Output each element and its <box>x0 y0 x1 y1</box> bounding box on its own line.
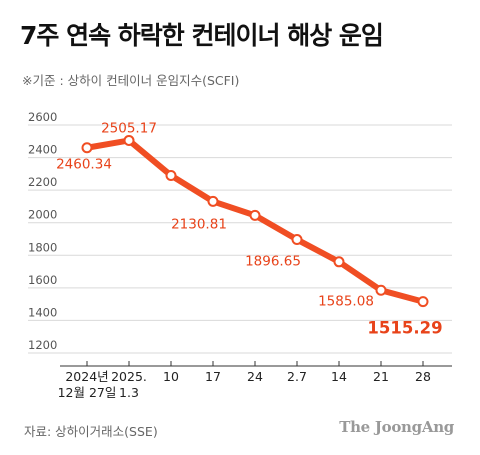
data-labels: 2460.34 2505.17 2130.81 1896.65 1585.08 1515.… <box>56 120 442 337</box>
x-tick-label: 21 <box>373 369 389 384</box>
grid-lines <box>28 124 452 354</box>
brand-logo: The JoongAng <box>339 418 454 436</box>
data-label: 2460.34 <box>56 157 112 173</box>
x-tick-label: 2024년 <box>65 369 108 384</box>
x-tick-label: 24 <box>247 369 263 384</box>
data-point <box>249 209 261 221</box>
y-tick-label: 1600 <box>28 273 57 287</box>
x-tick-label: 12월 27일 <box>58 385 117 400</box>
source-note: 자료: 상하이거래소(SSE) <box>24 424 158 439</box>
x-tick-label: 28 <box>415 369 431 384</box>
x-tick-label: 1.3 <box>119 385 139 400</box>
data-label: 1585.08 <box>318 293 374 309</box>
line-chart: 2600 2400 2200 2000 1800 1600 1400 1200 2460.34… <box>28 110 452 400</box>
series-polyline <box>84 137 426 305</box>
data-point <box>81 142 93 154</box>
y-tick-label: 2000 <box>28 208 57 222</box>
data-label: 1515.29 <box>367 319 442 338</box>
y-axis-ticks: 2600 2400 2200 2000 1800 1600 1400 1200 <box>28 110 57 352</box>
data-point <box>165 169 177 181</box>
x-tick-label: 17 <box>205 369 221 384</box>
series-line <box>84 137 426 305</box>
data-point <box>291 234 303 246</box>
data-point <box>333 256 345 268</box>
data-label: 2505.17 <box>101 120 157 136</box>
y-tick-label: 1800 <box>28 240 57 254</box>
page-title: 7주 연속 하락한 컨테이너 해상 운임 <box>20 21 384 50</box>
data-label: 2130.81 <box>171 216 227 232</box>
data-point <box>375 284 387 296</box>
data-point <box>417 296 429 308</box>
data-point <box>207 195 219 207</box>
y-tick-label: 2400 <box>28 143 57 157</box>
y-tick-label: 2600 <box>28 110 57 124</box>
x-tick-label: 2025. <box>111 369 147 384</box>
data-point <box>123 134 135 146</box>
y-tick-label: 2200 <box>28 175 57 189</box>
x-tick-label: 10 <box>163 369 179 384</box>
x-tick-label: 2.7 <box>287 369 307 384</box>
chart-subtitle: ※기준 : 상하이 컨테이너 운임지수(SCFI) <box>22 73 240 88</box>
x-tick-label: 14 <box>331 369 347 384</box>
y-tick-label: 1400 <box>28 305 57 319</box>
data-label: 1896.65 <box>245 254 301 270</box>
data-points <box>81 134 429 308</box>
y-tick-label: 1200 <box>28 338 57 352</box>
